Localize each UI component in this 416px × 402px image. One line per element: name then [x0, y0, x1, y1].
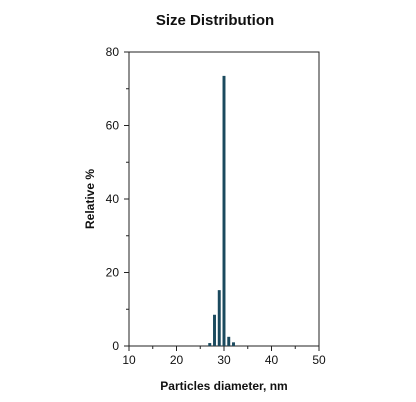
- chart-title: Size Distribution: [156, 12, 274, 29]
- bar: [213, 314, 216, 346]
- x-axis-label: Particles diameter, nm: [160, 379, 287, 393]
- bar: [208, 343, 212, 346]
- x-tick-label: 50: [312, 353, 326, 367]
- y-axis-label: Relative %: [83, 169, 97, 229]
- y-ticks-group: 0 20 40 60 80: [106, 45, 129, 353]
- bar: [217, 290, 221, 346]
- x-ticks-group: 10 20 30 40 50: [122, 346, 326, 367]
- y-tick-label: 40: [106, 192, 120, 206]
- bar: [227, 336, 231, 346]
- x-tick-label: 20: [170, 353, 184, 367]
- y-tick-label: 80: [106, 45, 120, 59]
- bar: [222, 75, 226, 346]
- bars-group: [208, 75, 235, 346]
- x-tick-label: 40: [265, 353, 279, 367]
- x-tick-label: 10: [122, 353, 136, 367]
- bar: [232, 342, 235, 346]
- y-tick-label: 0: [112, 339, 119, 353]
- y-tick-label: 20: [106, 266, 120, 280]
- y-tick-label: 60: [106, 119, 120, 133]
- x-tick-label: 30: [217, 353, 231, 367]
